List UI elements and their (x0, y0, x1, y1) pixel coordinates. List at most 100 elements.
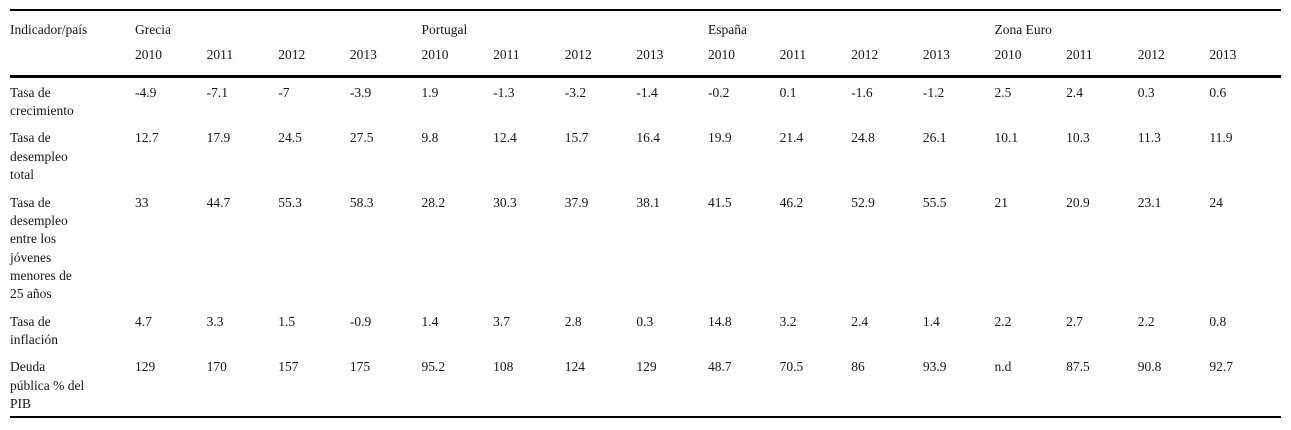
value-cell: 33 (135, 194, 149, 210)
year-header-cell: 2012 (851, 47, 879, 63)
row-label: Tasa de desempleo entre los jóvenes meno… (10, 194, 72, 302)
country-header-zona-euro: Zona Euro (994, 22, 1052, 37)
indicators-table: Indicador/país Grecia Portugal España Zo… (10, 9, 1281, 419)
value-cell: 1.9 (421, 74, 494, 124)
value-cell: 2.2 (1137, 313, 1155, 329)
value-cell: -1.2 (922, 74, 995, 124)
country-header-espana: España (708, 22, 747, 37)
country-header-row: Indicador/país Grecia Portugal España Zo… (10, 10, 1281, 46)
value-cell: 16.4 (636, 130, 660, 146)
value-cell: 2.7 (1066, 313, 1083, 329)
value-cell: 2.4 (1066, 74, 1138, 124)
value-cell: 1.5 (278, 313, 296, 329)
table-body: Tasa de crecimiento -4.9 -7.1 -7 -3.9 1.9 -1.3… (10, 74, 1281, 417)
value-cell: 30.3 (493, 194, 517, 210)
value-cell: 0.6 (1209, 74, 1281, 124)
value-cell: 37.9 (564, 194, 589, 210)
value-cell: 21 (994, 194, 1009, 210)
value-cell: -3.9 (349, 74, 422, 124)
value-cell: 11.9 (1209, 130, 1233, 146)
value-cell: 10.1 (994, 130, 1019, 146)
value-cell: -0.2 (708, 74, 780, 124)
value-cell: 24.8 (851, 130, 875, 146)
year-header-cell: 2010 (135, 47, 162, 63)
value-cell: 10.3 (1066, 130, 1090, 146)
year-header-cell: 2011 (1066, 47, 1093, 63)
value-cell: 9.8 (421, 130, 439, 146)
value-cell: 41.5 (708, 194, 732, 210)
year-header-cell: 2010 (994, 47, 1022, 63)
value-cell: 46.2 (779, 194, 804, 210)
value-cell: -0.9 (349, 313, 372, 329)
corner-header-indicador-pais: Indicador/país (10, 22, 88, 37)
value-cell: 24 (1209, 194, 1223, 210)
value-cell: 14.8 (708, 313, 732, 329)
table-row: Tasa de desempleo total 12.7 17.9 24.5 27.5 9… (10, 123, 1281, 187)
value-cell: 23.1 (1137, 194, 1162, 210)
year-header-cell: 2011 (493, 47, 520, 63)
value-cell: n.d (994, 359, 1012, 375)
value-cell: 38.1 (636, 194, 660, 210)
value-cell: -7.1 (206, 74, 279, 124)
value-cell: 27.5 (349, 130, 374, 146)
table-row: Tasa de crecimiento -4.9 -7.1 -7 -3.9 1.9 -1.3… (10, 74, 1281, 124)
table-row: Tasa de inflación 4.7 3.3 1.5 -0.9 1.4 3.7 2.8 0… (10, 307, 1281, 353)
year-header-cell: 2013 (1209, 47, 1237, 63)
value-cell: 3.2 (779, 313, 797, 329)
value-cell: 108 (493, 359, 514, 375)
value-cell: 12.7 (135, 130, 159, 146)
row-label: Tasa de crecimiento (10, 74, 135, 124)
year-header-cell: 2010 (421, 47, 449, 63)
value-cell: -4.9 (135, 74, 207, 124)
table-header: Indicador/país Grecia Portugal España Zo… (10, 10, 1281, 76)
year-header-cell: 2013 (636, 47, 664, 63)
table-row: Deuda pública % del PIB 129 170 157 175 95.2 1… (10, 352, 1281, 417)
value-cell: 28.2 (421, 194, 446, 210)
year-header-cell: 2010 (708, 47, 735, 63)
value-cell: 95.2 (421, 359, 446, 375)
value-cell: -3.2 (564, 74, 637, 124)
value-cell: 3.7 (493, 313, 510, 329)
year-header-cell: 2012 (1137, 47, 1165, 63)
value-cell: 26.1 (922, 130, 947, 146)
value-cell: 17.9 (206, 130, 231, 146)
year-header-cell: 2011 (779, 47, 807, 63)
value-cell: 52.9 (851, 194, 875, 210)
value-cell: 0.3 (636, 313, 654, 329)
value-cell: 86 (851, 359, 865, 375)
value-cell: 0.1 (779, 74, 852, 124)
row-label: Tasa de desempleo total (10, 130, 68, 183)
row-label: Deuda pública % del PIB (10, 359, 85, 412)
year-header-cell: 2012 (564, 47, 592, 63)
value-cell: 124 (564, 359, 585, 375)
country-header-grecia: Grecia (135, 22, 171, 37)
value-cell: -1.6 (851, 74, 923, 124)
value-cell: 15.7 (564, 130, 589, 146)
value-cell: 19.9 (708, 130, 732, 146)
value-cell: 92.7 (1209, 359, 1233, 375)
value-cell: 48.7 (708, 359, 732, 375)
value-cell: 3.3 (206, 313, 224, 329)
value-cell: 21.4 (779, 130, 804, 146)
value-cell: 0.8 (1209, 313, 1227, 329)
value-cell: 55.3 (278, 194, 302, 210)
year-header-cell: 2013 (349, 47, 377, 63)
value-cell: 93.9 (922, 359, 947, 375)
value-cell: 58.3 (349, 194, 374, 210)
value-cell: 2.4 (851, 313, 869, 329)
value-cell: 129 (636, 359, 657, 375)
value-cell: 2.5 (994, 74, 1067, 124)
value-cell: 70.5 (779, 359, 804, 375)
value-cell: -7 (278, 74, 350, 124)
value-cell: 11.3 (1137, 130, 1161, 146)
table-row: Tasa de desempleo entre los jóvenes meno… (10, 188, 1281, 307)
value-cell: 2.2 (994, 313, 1012, 329)
year-header-cell: 2013 (922, 47, 950, 63)
value-cell: 24.5 (278, 130, 302, 146)
value-cell: 87.5 (1066, 359, 1090, 375)
value-cell: 4.7 (135, 313, 152, 329)
value-cell: 44.7 (206, 194, 231, 210)
value-cell: 90.8 (1137, 359, 1162, 375)
value-cell: 0.3 (1137, 74, 1210, 124)
value-cell: 157 (278, 359, 299, 375)
